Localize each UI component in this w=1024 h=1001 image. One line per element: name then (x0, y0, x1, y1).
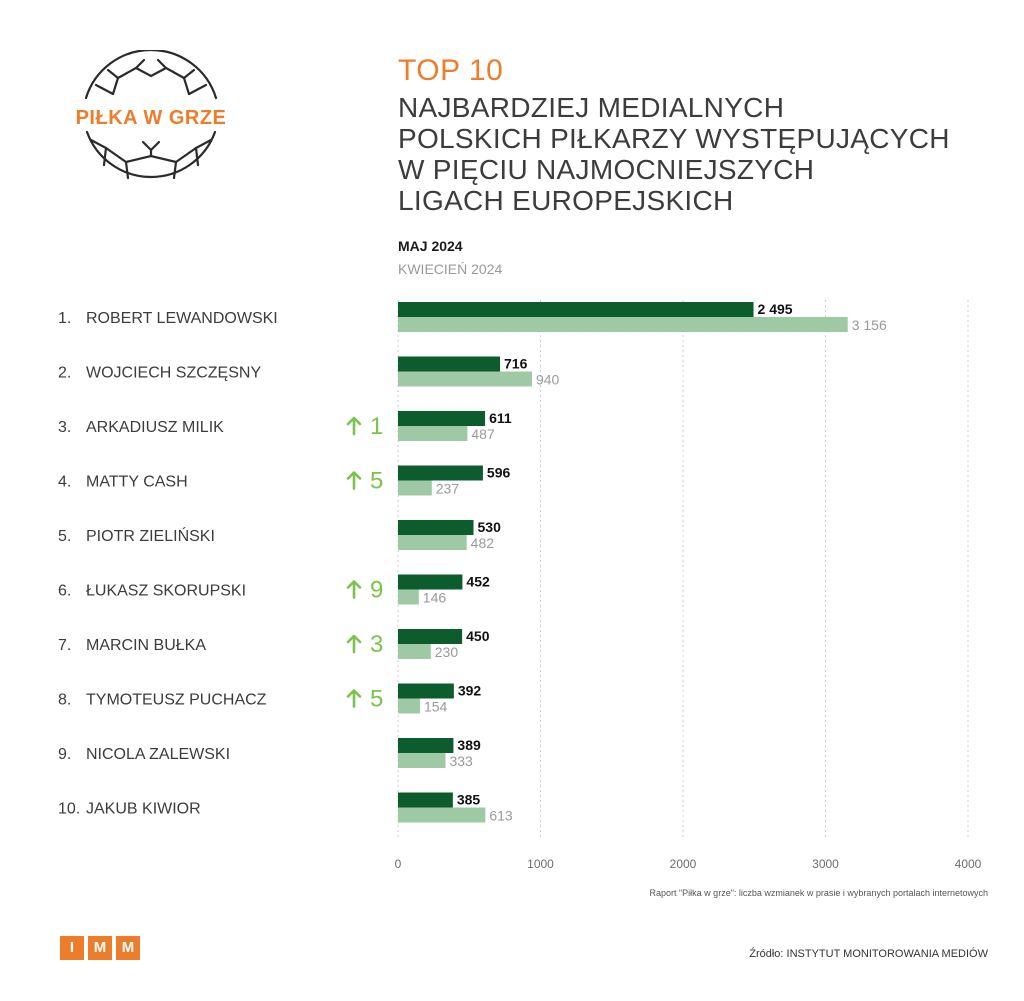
logo-text: PIŁKA W GRZE (75, 107, 227, 129)
value-label-current: 716 (504, 356, 528, 372)
player-name: ARKADIUSZ MILIK (86, 419, 224, 436)
x-tick-label: 4000 (955, 857, 982, 871)
value-label-current: 392 (458, 683, 482, 699)
value-label-previous: 482 (471, 535, 495, 551)
rank-change: 5 (370, 686, 383, 713)
value-label-current: 389 (457, 737, 481, 753)
bar-current (398, 356, 501, 372)
rank-change: 5 (370, 468, 383, 495)
legend-current: MAJ 2024 (398, 238, 463, 254)
bar-current (398, 465, 483, 481)
value-label-previous: 230 (435, 644, 459, 660)
player-name: PIOTR ZIELIŃSKI (86, 526, 215, 545)
bar-previous (398, 698, 420, 714)
value-label-previous: 333 (449, 753, 473, 769)
bar-current (398, 792, 453, 808)
rank-number: 8. (58, 692, 71, 709)
up-arrow-icon (346, 580, 362, 599)
value-label-previous: 3 156 (852, 317, 887, 333)
value-label-previous: 613 (489, 808, 513, 824)
rank-number: 10. (58, 801, 80, 818)
rank-number: 3. (58, 419, 71, 436)
rank-number: 5. (58, 528, 71, 545)
player-name: NICOLA ZALEWSKI (86, 746, 230, 763)
value-label-previous: 146 (423, 590, 447, 606)
value-label-previous: 940 (536, 372, 560, 388)
player-name: MATTY CASH (86, 474, 188, 491)
player-name: ROBERT LEWANDOWSKI (86, 310, 278, 327)
logo: PIŁKA W GRZE (56, 50, 246, 195)
report-note: Raport "Piłka w grze": liczba wzmianek w… (649, 888, 988, 898)
x-tick-label: 2000 (670, 857, 697, 871)
bar-previous (398, 753, 446, 768)
bar-previous (398, 589, 419, 605)
title-line: NAJBARDZIEJ MEDIALNYCH (398, 92, 785, 123)
bar-previous (398, 317, 848, 332)
value-label-current: 2 495 (758, 301, 793, 317)
value-label-previous: 487 (471, 426, 495, 442)
bar-current (398, 738, 454, 753)
value-label-current: 611 (489, 410, 512, 426)
value-label-current: 450 (466, 628, 490, 644)
imm-letter: I (60, 936, 84, 960)
rank-number: 4. (58, 474, 71, 491)
bar-current (398, 302, 754, 317)
rank-number: 7. (58, 637, 71, 654)
top10-label: TOP 10 (398, 54, 504, 87)
x-tick-label: 0 (395, 857, 402, 871)
bar-current (398, 411, 486, 426)
player-name: JAKUB KIWIOR (86, 801, 201, 818)
player-name: TYMOTEUSZ PUCHACZ (86, 692, 267, 709)
bar-previous (398, 535, 467, 550)
player-name: ŁUKASZ SKORUPSKI (86, 583, 246, 600)
rank-change: 3 (370, 631, 383, 658)
bar-previous (398, 807, 486, 823)
value-label-current: 452 (466, 574, 490, 590)
bar-current (398, 520, 474, 535)
title-line: W PIĘCIU NAJMOCNIEJSZYCH (398, 154, 815, 185)
rank-number: 2. (58, 365, 71, 382)
value-label-previous: 237 (436, 481, 460, 497)
player-name: MARCIN BUŁKA (86, 637, 206, 654)
up-arrow-icon (346, 416, 362, 436)
up-arrow-icon (346, 689, 362, 708)
bar-chart: 0 1000 2000 3000 4000 1. ROBERT LEWANDOWSKI 2 4… (58, 300, 982, 871)
x-tick-label: 3000 (812, 857, 839, 871)
bar-previous (398, 644, 431, 659)
bar-current (398, 683, 454, 699)
rank-change: 9 (370, 577, 383, 604)
up-arrow-icon (346, 634, 362, 654)
title-line: LIGACH EUROPEJSKICH (398, 185, 734, 216)
rank-number: 1. (58, 310, 71, 327)
value-label-current: 596 (487, 465, 511, 481)
rank-change: 1 (370, 413, 383, 440)
bar-previous (398, 426, 468, 441)
value-label-previous: 154 (424, 699, 448, 715)
football-icon (84, 50, 218, 180)
imm-letter: M (88, 936, 112, 960)
legend-previous: KWIECIEŃ 2024 (398, 261, 503, 277)
imm-letter: M (116, 936, 140, 960)
value-label-current: 530 (478, 519, 502, 535)
rank-number: 6. (58, 583, 71, 600)
player-name: WOJCIECH SZCZĘSNY (86, 365, 261, 382)
imm-logo: I M M (60, 936, 140, 960)
source-text: Źródło: INSTYTUT MONITOROWANIA MEDIÓW (749, 948, 988, 960)
bar-current (398, 574, 463, 590)
x-tick-label: 1000 (527, 857, 554, 871)
bar-previous (398, 371, 532, 387)
up-arrow-icon (346, 471, 362, 490)
page-title: NAJBARDZIEJ MEDIALNYCH POLSKICH PIŁKARZY… (398, 92, 998, 216)
rank-number: 9. (58, 746, 71, 763)
value-label-current: 385 (457, 792, 481, 808)
bar-previous (398, 480, 432, 496)
title-line: POLSKICH PIŁKARZY WYSTĘPUJĄCYCH (398, 123, 950, 154)
bar-current (398, 629, 463, 644)
